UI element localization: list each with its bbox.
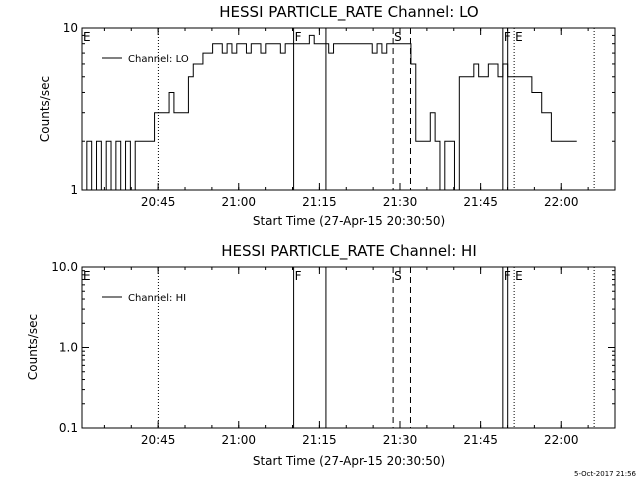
lo-x-axis-label: Start Time (27-Apr-15 20:30:50)	[253, 214, 445, 228]
hi-x-tick-label: 22:00	[544, 433, 579, 447]
lo-event-marker-label: E	[515, 30, 523, 44]
generated-timestamp: 5-Oct-2017 21:56	[574, 470, 637, 478]
lo-event-marker-label: E	[83, 30, 91, 44]
lo-y-tick-label: 10	[63, 21, 78, 35]
lo-event-marker-label: F	[295, 30, 302, 44]
lo-x-tick-label: 21:00	[221, 195, 256, 209]
lo-x-tick-label: 22:00	[544, 195, 579, 209]
hi-x-tick-label: 20:45	[141, 433, 176, 447]
hi-y-tick-label: 1.0	[59, 341, 78, 355]
lo-series-line	[82, 34, 577, 191]
lo-event-marker-label: S	[394, 30, 402, 44]
hi-x-tick-label: 21:30	[383, 433, 418, 447]
hi-event-marker-label: E	[83, 269, 91, 283]
hi-channel-panel: HESSI PARTICLE_RATE Channel: HI Counts/s…	[26, 242, 616, 468]
lo-x-tick-label: 21:15	[302, 195, 337, 209]
hi-x-tick-label: 21:15	[302, 433, 337, 447]
hi-event-marker-label: S	[394, 269, 402, 283]
lo-legend-label: Channel: LO	[128, 54, 189, 65]
hi-chart-title: HESSI PARTICLE_RATE Channel: HI	[221, 242, 477, 261]
lo-x-tick-label: 21:30	[383, 195, 418, 209]
hi-y-axis-label: Counts/sec	[26, 314, 40, 380]
hi-y-tick-label: 10.0	[51, 260, 78, 274]
lo-x-tick-label: 20:45	[141, 195, 176, 209]
hi-x-tick-label: 21:45	[463, 433, 498, 447]
hi-x-axis-label: Start Time (27-Apr-15 20:30:50)	[253, 454, 445, 468]
lo-x-tick-label: 21:45	[463, 195, 498, 209]
hi-y-tick-label: 0.1	[59, 421, 78, 435]
lo-chart-title: HESSI PARTICLE_RATE Channel: LO	[219, 3, 478, 22]
hi-event-marker-label: F	[295, 269, 302, 283]
lo-channel-panel: HESSI PARTICLE_RATE Channel: LO Counts/s…	[38, 3, 616, 228]
hi-x-tick-label: 21:00	[221, 433, 256, 447]
hi-plot-frame	[81, 266, 616, 429]
hi-event-marker-label: E	[515, 269, 523, 283]
lo-y-tick-label: 1	[70, 183, 78, 197]
lo-plot-frame	[81, 27, 616, 191]
hi-legend-label: Channel: HI	[128, 293, 186, 304]
lo-y-axis-label: Counts/sec	[38, 76, 52, 142]
